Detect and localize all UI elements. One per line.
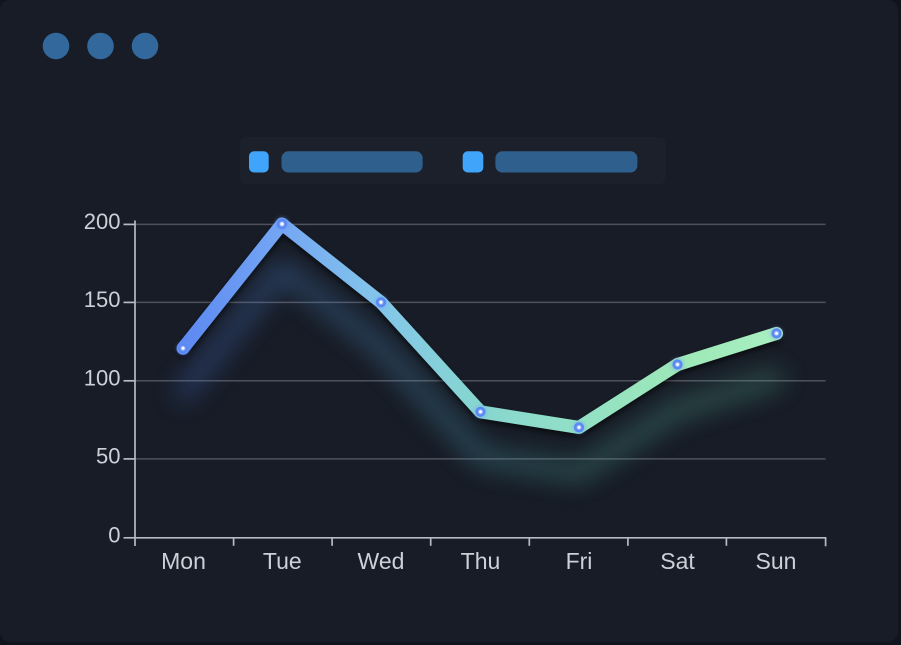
svg-text:Mon: Mon — [161, 548, 206, 574]
svg-text:0: 0 — [108, 522, 120, 547]
svg-text:Wed: Wed — [358, 548, 405, 574]
svg-text:Tue: Tue — [263, 548, 302, 574]
svg-text:Sat: Sat — [660, 548, 695, 574]
svg-text:Sun: Sun — [756, 548, 797, 574]
svg-text:100: 100 — [84, 365, 121, 390]
svg-text:200: 200 — [84, 209, 121, 234]
svg-text:150: 150 — [84, 287, 121, 312]
svg-text:Fri: Fri — [566, 548, 593, 574]
svg-text:50: 50 — [96, 443, 120, 468]
svg-text:Thu: Thu — [461, 548, 501, 574]
